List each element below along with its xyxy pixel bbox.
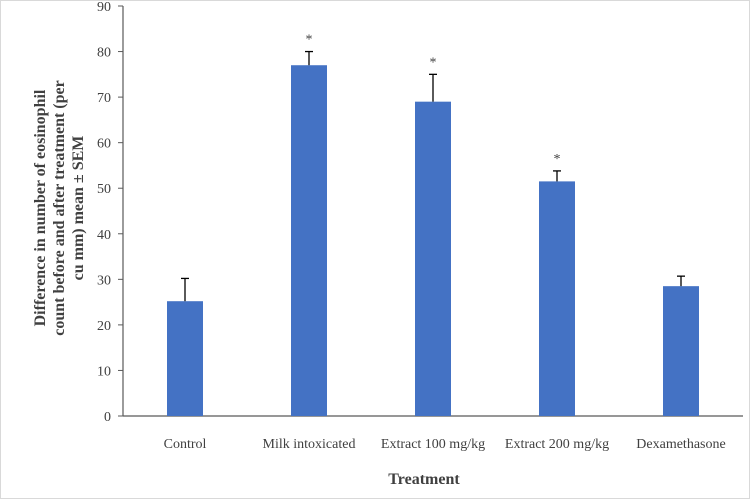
y-tick-label: 40 bbox=[97, 228, 111, 243]
y-tick-label: 20 bbox=[97, 319, 111, 334]
y-tick-label: 10 bbox=[97, 364, 111, 379]
y-axis-label: Difference in number of eosinophil count… bbox=[32, 80, 87, 336]
y-axis-label-line-3: cu mm) mean ± SEM bbox=[70, 136, 87, 281]
x-axis-label: Treatment bbox=[388, 471, 460, 488]
x-tick-label: Dexamethasone bbox=[636, 437, 725, 452]
y-tick-label: 90 bbox=[97, 1, 111, 15]
x-tick-label: Milk intoxicated bbox=[263, 437, 356, 452]
y-tick-label: 30 bbox=[97, 273, 111, 288]
y-tick-label: 70 bbox=[97, 91, 111, 106]
plot-area: 0 10 20 30 40 50 60 70 80 90 Control * Milk intoxica… bbox=[97, 1, 743, 452]
y-tick-label: 60 bbox=[97, 137, 111, 152]
significance-marker: * bbox=[430, 55, 437, 70]
x-tick-label: Extract 100 mg/kg bbox=[381, 437, 485, 452]
x-tick-label: Extract 200 mg/kg bbox=[505, 437, 609, 452]
bar bbox=[291, 65, 327, 416]
y-tick-label: 50 bbox=[97, 182, 111, 197]
y-axis-label-line-1: Difference in number of eosinophil bbox=[32, 89, 49, 326]
bar bbox=[663, 286, 699, 416]
bar bbox=[415, 101, 451, 417]
x-tick-label: Control bbox=[164, 437, 207, 452]
bar bbox=[167, 301, 203, 416]
y-tick-label: 0 bbox=[104, 410, 111, 425]
bar bbox=[539, 181, 575, 416]
y-axis-label-line-2: count before and after treatment (per bbox=[51, 80, 68, 336]
significance-marker: * bbox=[306, 33, 313, 48]
y-tick-label: 80 bbox=[97, 46, 111, 61]
significance-marker: * bbox=[554, 152, 561, 167]
